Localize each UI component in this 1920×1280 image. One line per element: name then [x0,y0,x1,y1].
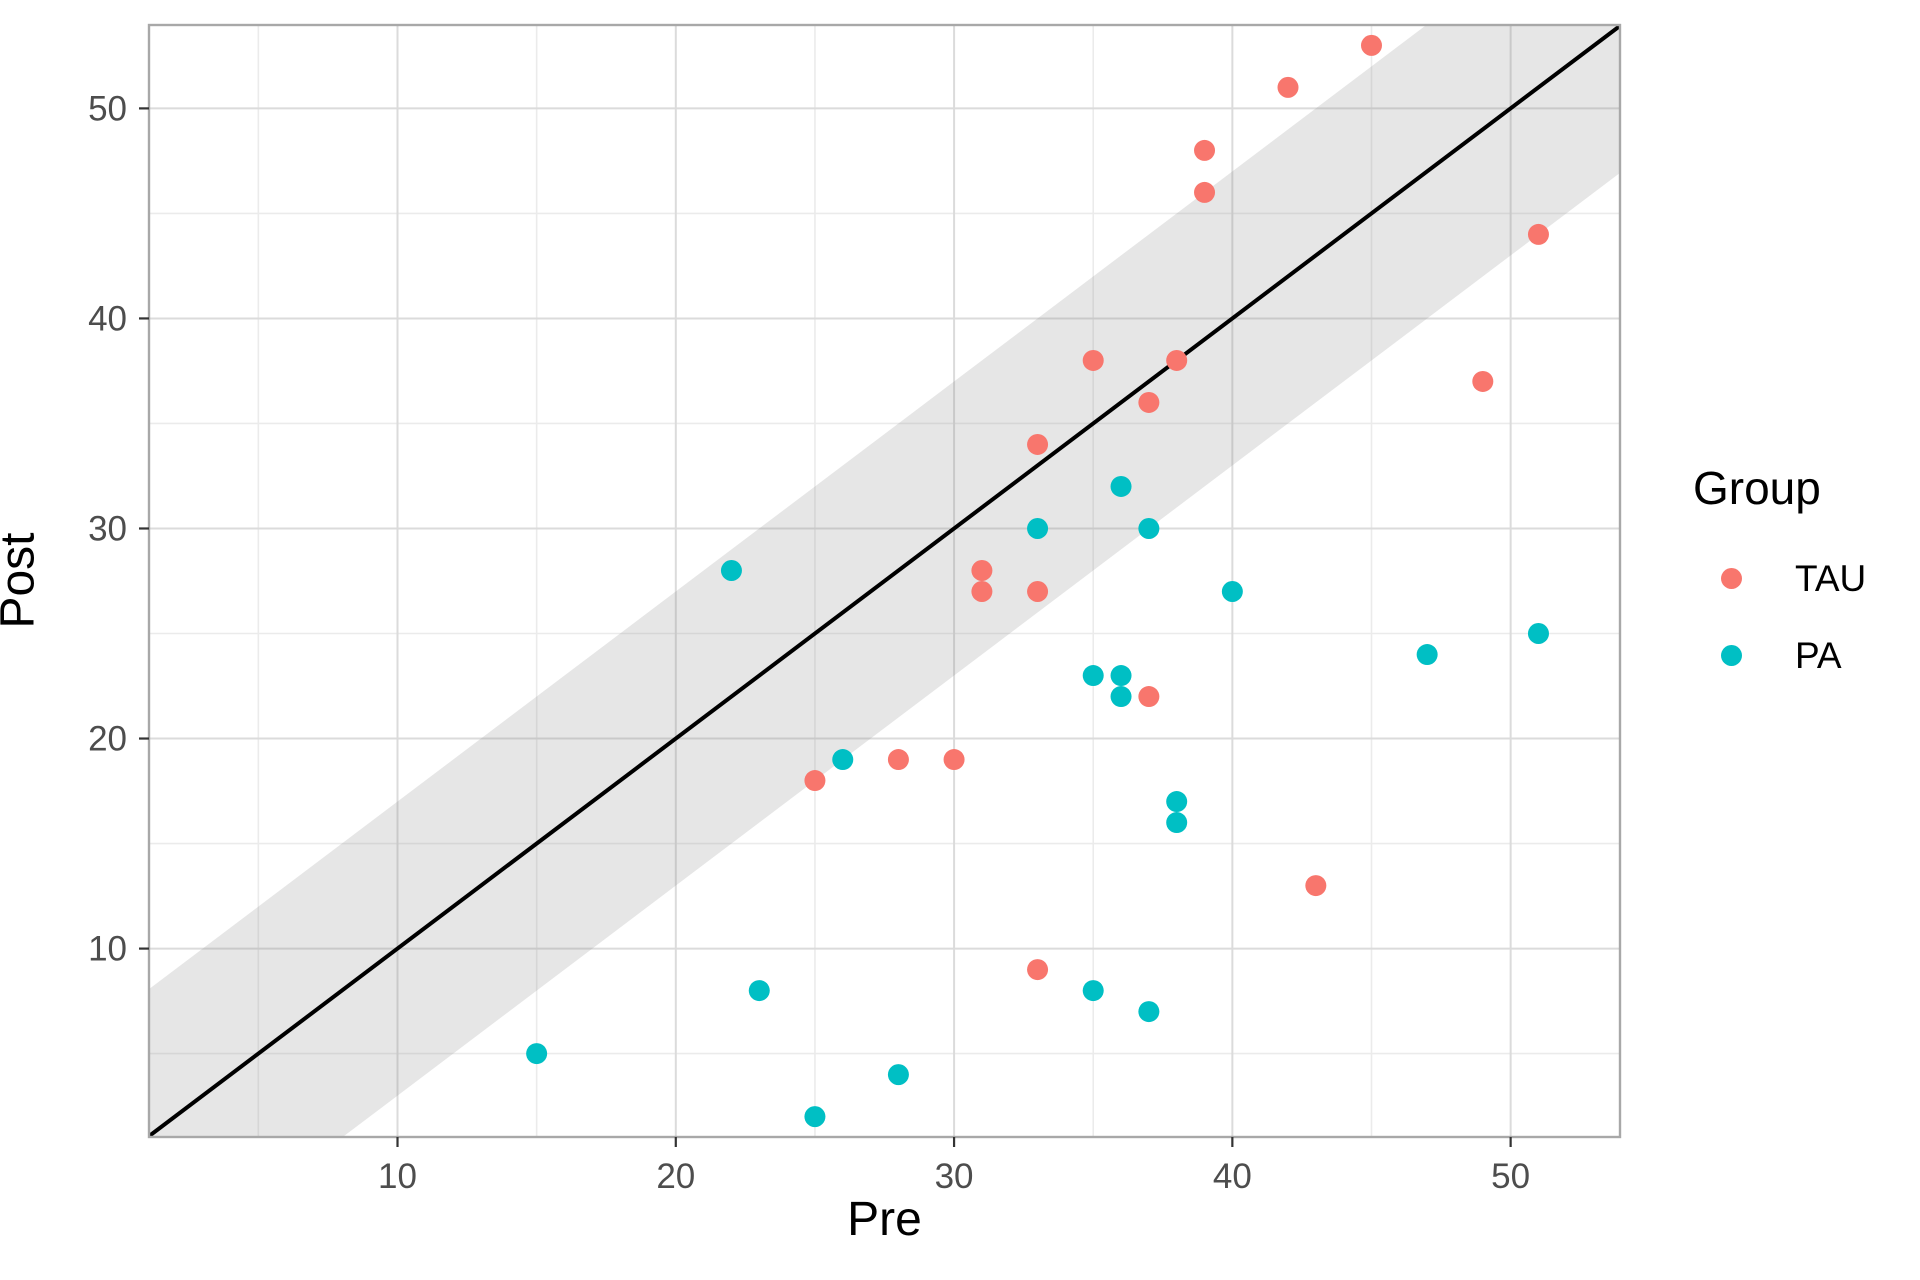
pa-point-icon [1721,645,1742,666]
legend-item-pa: PA [1693,617,1866,694]
legend-label-pa: PA [1795,634,1842,676]
legend-title: Group [1693,462,1821,514]
y-tick-label: 30 [88,509,127,548]
data-point-tau [804,770,826,792]
data-point-pa [1138,517,1160,539]
x-tick-label: 20 [656,1157,695,1196]
legend-label-tau: TAU [1795,557,1867,599]
data-point-pa [1416,644,1438,666]
data-point-tau [1360,34,1382,56]
identity-line [149,25,1620,1137]
x-tick-label: 10 [378,1157,417,1196]
data-point-tau [1027,959,1049,981]
data-point-pa [526,1043,548,1065]
band-and-line-layer [149,25,1620,1137]
data-point-tau [971,559,993,581]
y-tick-label: 50 [88,89,127,128]
y-tick-label: 40 [88,299,127,338]
data-point-pa [1110,686,1132,708]
data-point-pa [804,1106,826,1128]
tau-point-icon [1721,568,1742,589]
legend: Group TAU PA [1693,462,1866,694]
y-tick-label: 20 [88,720,127,759]
x-axis-title: Pre [847,1193,922,1246]
data-point-pa [1110,665,1132,687]
x-tick-label: 40 [1213,1157,1252,1196]
data-point-pa [1027,517,1049,539]
data-point-pa [748,980,770,1002]
data-point-tau [1138,391,1160,413]
data-point-tau [1027,433,1049,455]
data-point-tau [1472,370,1494,392]
data-point-pa [832,749,854,771]
data-point-tau [971,581,993,603]
data-point-tau [1305,875,1327,897]
data-point-tau [1194,181,1216,203]
data-point-tau [1082,349,1104,371]
x-tick-label: 50 [1491,1157,1530,1196]
data-point-pa [1166,791,1188,813]
data-point-tau [887,749,909,771]
data-point-pa [887,1064,909,1086]
data-point-pa [1082,980,1104,1002]
y-tick-label: 10 [88,930,127,969]
panel-border [147,23,1622,1139]
data-point-tau [1527,223,1549,245]
data-point-pa [1138,1001,1160,1023]
data-point-pa [720,559,742,581]
data-point-tau [1194,139,1216,161]
data-point-tau [1027,581,1049,603]
x-tick-label: 30 [935,1157,974,1196]
data-point-tau [1166,349,1188,371]
data-point-tau [1138,686,1160,708]
data-point-pa [1082,665,1104,687]
y-axis-title: Post [0,532,45,629]
data-point-pa [1110,475,1132,497]
data-point-tau [1277,76,1299,98]
data-point-pa [1527,623,1549,645]
legend-item-tau: TAU [1693,540,1866,617]
data-point-pa [1221,581,1243,603]
data-point-tau [943,749,965,771]
data-point-pa [1166,812,1188,834]
